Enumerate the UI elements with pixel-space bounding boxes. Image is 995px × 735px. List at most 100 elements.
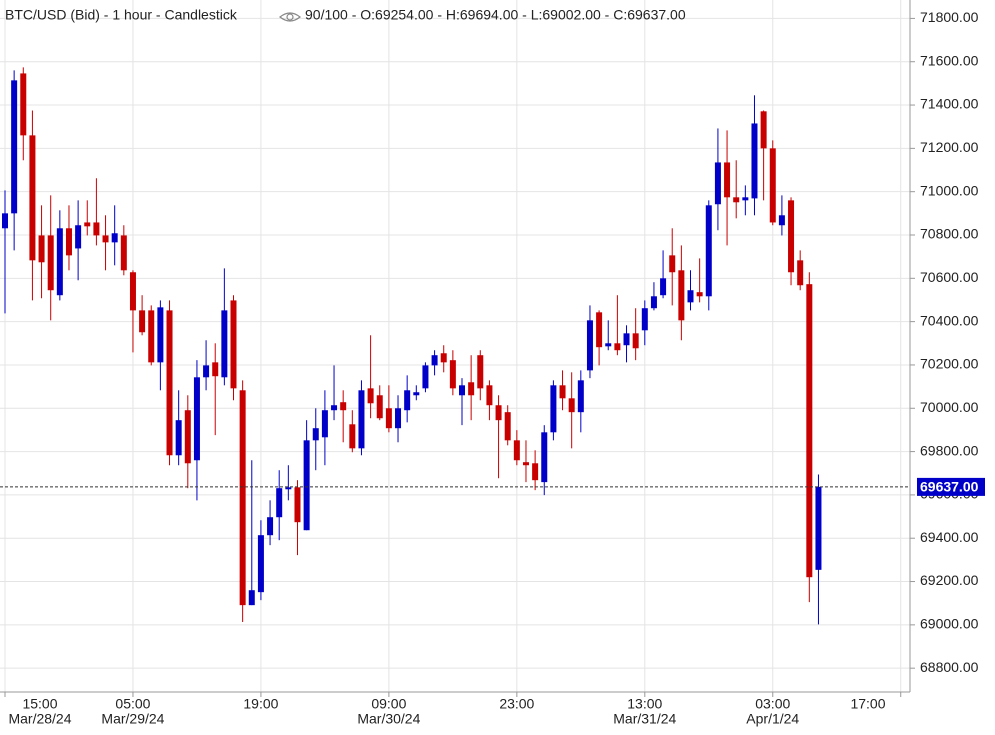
candle-body (129, 272, 136, 311)
candle-body (47, 235, 54, 291)
candle-body (11, 80, 18, 214)
candle-body (477, 355, 484, 389)
x-tick-label: 23:00 (499, 696, 534, 712)
candle-body (513, 440, 520, 461)
candle-body (385, 408, 392, 429)
candle-body (157, 307, 164, 363)
candle-body (376, 395, 383, 419)
y-tick-label: 71200.00 (920, 139, 979, 155)
candle-body (102, 235, 109, 243)
candle-body (559, 385, 566, 399)
candle-body (294, 487, 301, 523)
candle-body (522, 462, 529, 466)
x-tick-label: 19:00 (243, 696, 278, 712)
x-tick-label: 03:00 (755, 696, 790, 712)
candle-body (596, 312, 603, 348)
last-price-tag (917, 477, 985, 496)
candle-body (778, 215, 785, 226)
x-date-label: Mar/28/24 (8, 711, 71, 727)
axes: 68800.0069000.0069200.0069400.0069600.00… (0, 9, 985, 727)
candle-body (806, 284, 813, 578)
candle-body (724, 162, 731, 198)
candle-body (550, 385, 557, 433)
candle-body (687, 290, 694, 303)
candle-body (285, 487, 292, 490)
candle-body (193, 377, 200, 461)
candle-body (614, 343, 621, 351)
candle-body (422, 365, 429, 389)
y-tick-label: 71400.00 (920, 96, 979, 112)
candle-body (56, 228, 63, 296)
candle-body (75, 225, 82, 249)
candle-body (815, 486, 822, 570)
candle-body (449, 360, 456, 389)
candle-body (93, 222, 100, 236)
candle-body (769, 148, 776, 223)
candle-body (2, 213, 8, 229)
candle-body (404, 390, 411, 411)
candle-body (678, 270, 685, 321)
candle-body (650, 296, 657, 309)
candle-body (440, 353, 447, 363)
y-tick-label: 71800.00 (920, 9, 979, 25)
y-tick-label: 71000.00 (920, 182, 979, 198)
candle-body (468, 382, 475, 396)
y-tick-label: 70800.00 (920, 226, 979, 242)
candle-body (788, 200, 795, 273)
candles (2, 67, 822, 625)
candle-body (221, 310, 228, 378)
x-tick-label: 09:00 (371, 696, 406, 712)
x-tick-label: 05:00 (115, 696, 150, 712)
candle-body (568, 398, 575, 413)
candle-body (632, 333, 639, 349)
candle-body (340, 402, 347, 411)
candle-body (760, 111, 767, 149)
candle-body (184, 410, 191, 464)
y-tick-label: 69400.00 (920, 529, 979, 545)
candle-body (276, 488, 283, 518)
candle-body (577, 380, 584, 413)
chart-title: BTC/USD (Bid) - 1 hour - Candlestick (5, 7, 238, 23)
candle-body (65, 228, 72, 256)
candle-body (248, 590, 255, 606)
candle-body (431, 355, 438, 366)
candle-body (303, 440, 310, 531)
candle-body (29, 135, 36, 261)
candle-body (395, 408, 402, 429)
x-tick-label: 15:00 (22, 696, 57, 712)
eye-icon (279, 12, 301, 22)
candle-body (312, 428, 319, 441)
candle-body (696, 292, 703, 297)
y-tick-label: 70200.00 (920, 356, 979, 372)
candle-body (705, 205, 712, 297)
candle-body (504, 412, 511, 441)
y-tick-label: 69000.00 (920, 616, 979, 632)
y-tick-label: 70000.00 (920, 399, 979, 415)
x-tick-label: 17:00 (850, 696, 885, 712)
y-tick-label: 68800.00 (920, 659, 979, 675)
candle-body (38, 235, 45, 263)
candle-body (175, 420, 182, 456)
candle-body (486, 385, 493, 406)
x-date-label: Mar/30/24 (357, 711, 420, 727)
candle-body (742, 197, 749, 201)
x-date-label: Apr/1/24 (746, 711, 799, 727)
x-date-label: Mar/31/24 (613, 711, 676, 727)
y-tick-label: 69200.00 (920, 572, 979, 588)
candle-body (751, 123, 758, 199)
candle-body (349, 424, 356, 449)
candle-body (267, 517, 274, 536)
candle-body (459, 385, 465, 396)
candle-body (495, 405, 502, 421)
candle-body (230, 300, 237, 389)
candle-body (148, 310, 155, 363)
candle-body (331, 405, 338, 411)
x-tick-label: 13:00 (627, 696, 662, 712)
candle-body (797, 260, 804, 286)
y-tick-label: 70600.00 (920, 269, 979, 285)
candle-body (139, 310, 146, 333)
candle-body (532, 463, 539, 481)
candle-body (120, 235, 127, 271)
candle-body (714, 162, 721, 205)
